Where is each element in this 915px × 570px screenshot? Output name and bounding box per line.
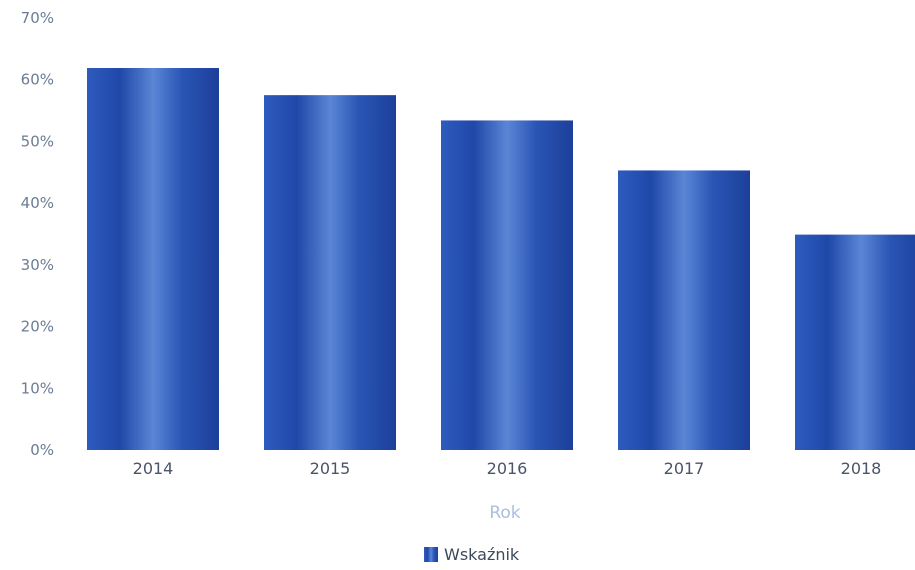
y-axis-ticks: 0% 10% 20% 30% 40% 50% 60% 70% bbox=[21, 9, 54, 459]
y-tick-label: 0% bbox=[30, 441, 54, 459]
y-tick-label: 70% bbox=[21, 9, 54, 27]
x-tick-label: 2017 bbox=[664, 459, 705, 478]
x-tick-label: 2018 bbox=[841, 459, 882, 478]
y-tick-label: 20% bbox=[21, 318, 54, 336]
x-tick-label: 2014 bbox=[133, 459, 174, 478]
y-tick-label: 30% bbox=[21, 256, 54, 274]
bar-2017 bbox=[618, 170, 750, 451]
bar-2015 bbox=[264, 95, 396, 451]
legend-label: Wskaźnik bbox=[444, 545, 520, 564]
legend-swatch bbox=[424, 547, 438, 562]
bar-2018 bbox=[795, 234, 915, 450]
y-tick-label: 40% bbox=[21, 194, 54, 212]
y-tick-label: 10% bbox=[21, 379, 54, 397]
bar-2016 bbox=[441, 120, 573, 451]
y-tick-label: 60% bbox=[21, 71, 54, 89]
legend: Wskaźnik bbox=[424, 545, 520, 564]
bar-2014 bbox=[87, 67, 219, 450]
x-tick-label: 2015 bbox=[310, 459, 351, 478]
x-axis-ticks: 2014 2015 2016 2017 2018 bbox=[133, 459, 882, 478]
y-tick-label: 50% bbox=[21, 132, 54, 150]
bars-group bbox=[87, 67, 915, 451]
x-tick-label: 2016 bbox=[487, 459, 528, 478]
x-axis-label: Rok bbox=[489, 503, 520, 523]
